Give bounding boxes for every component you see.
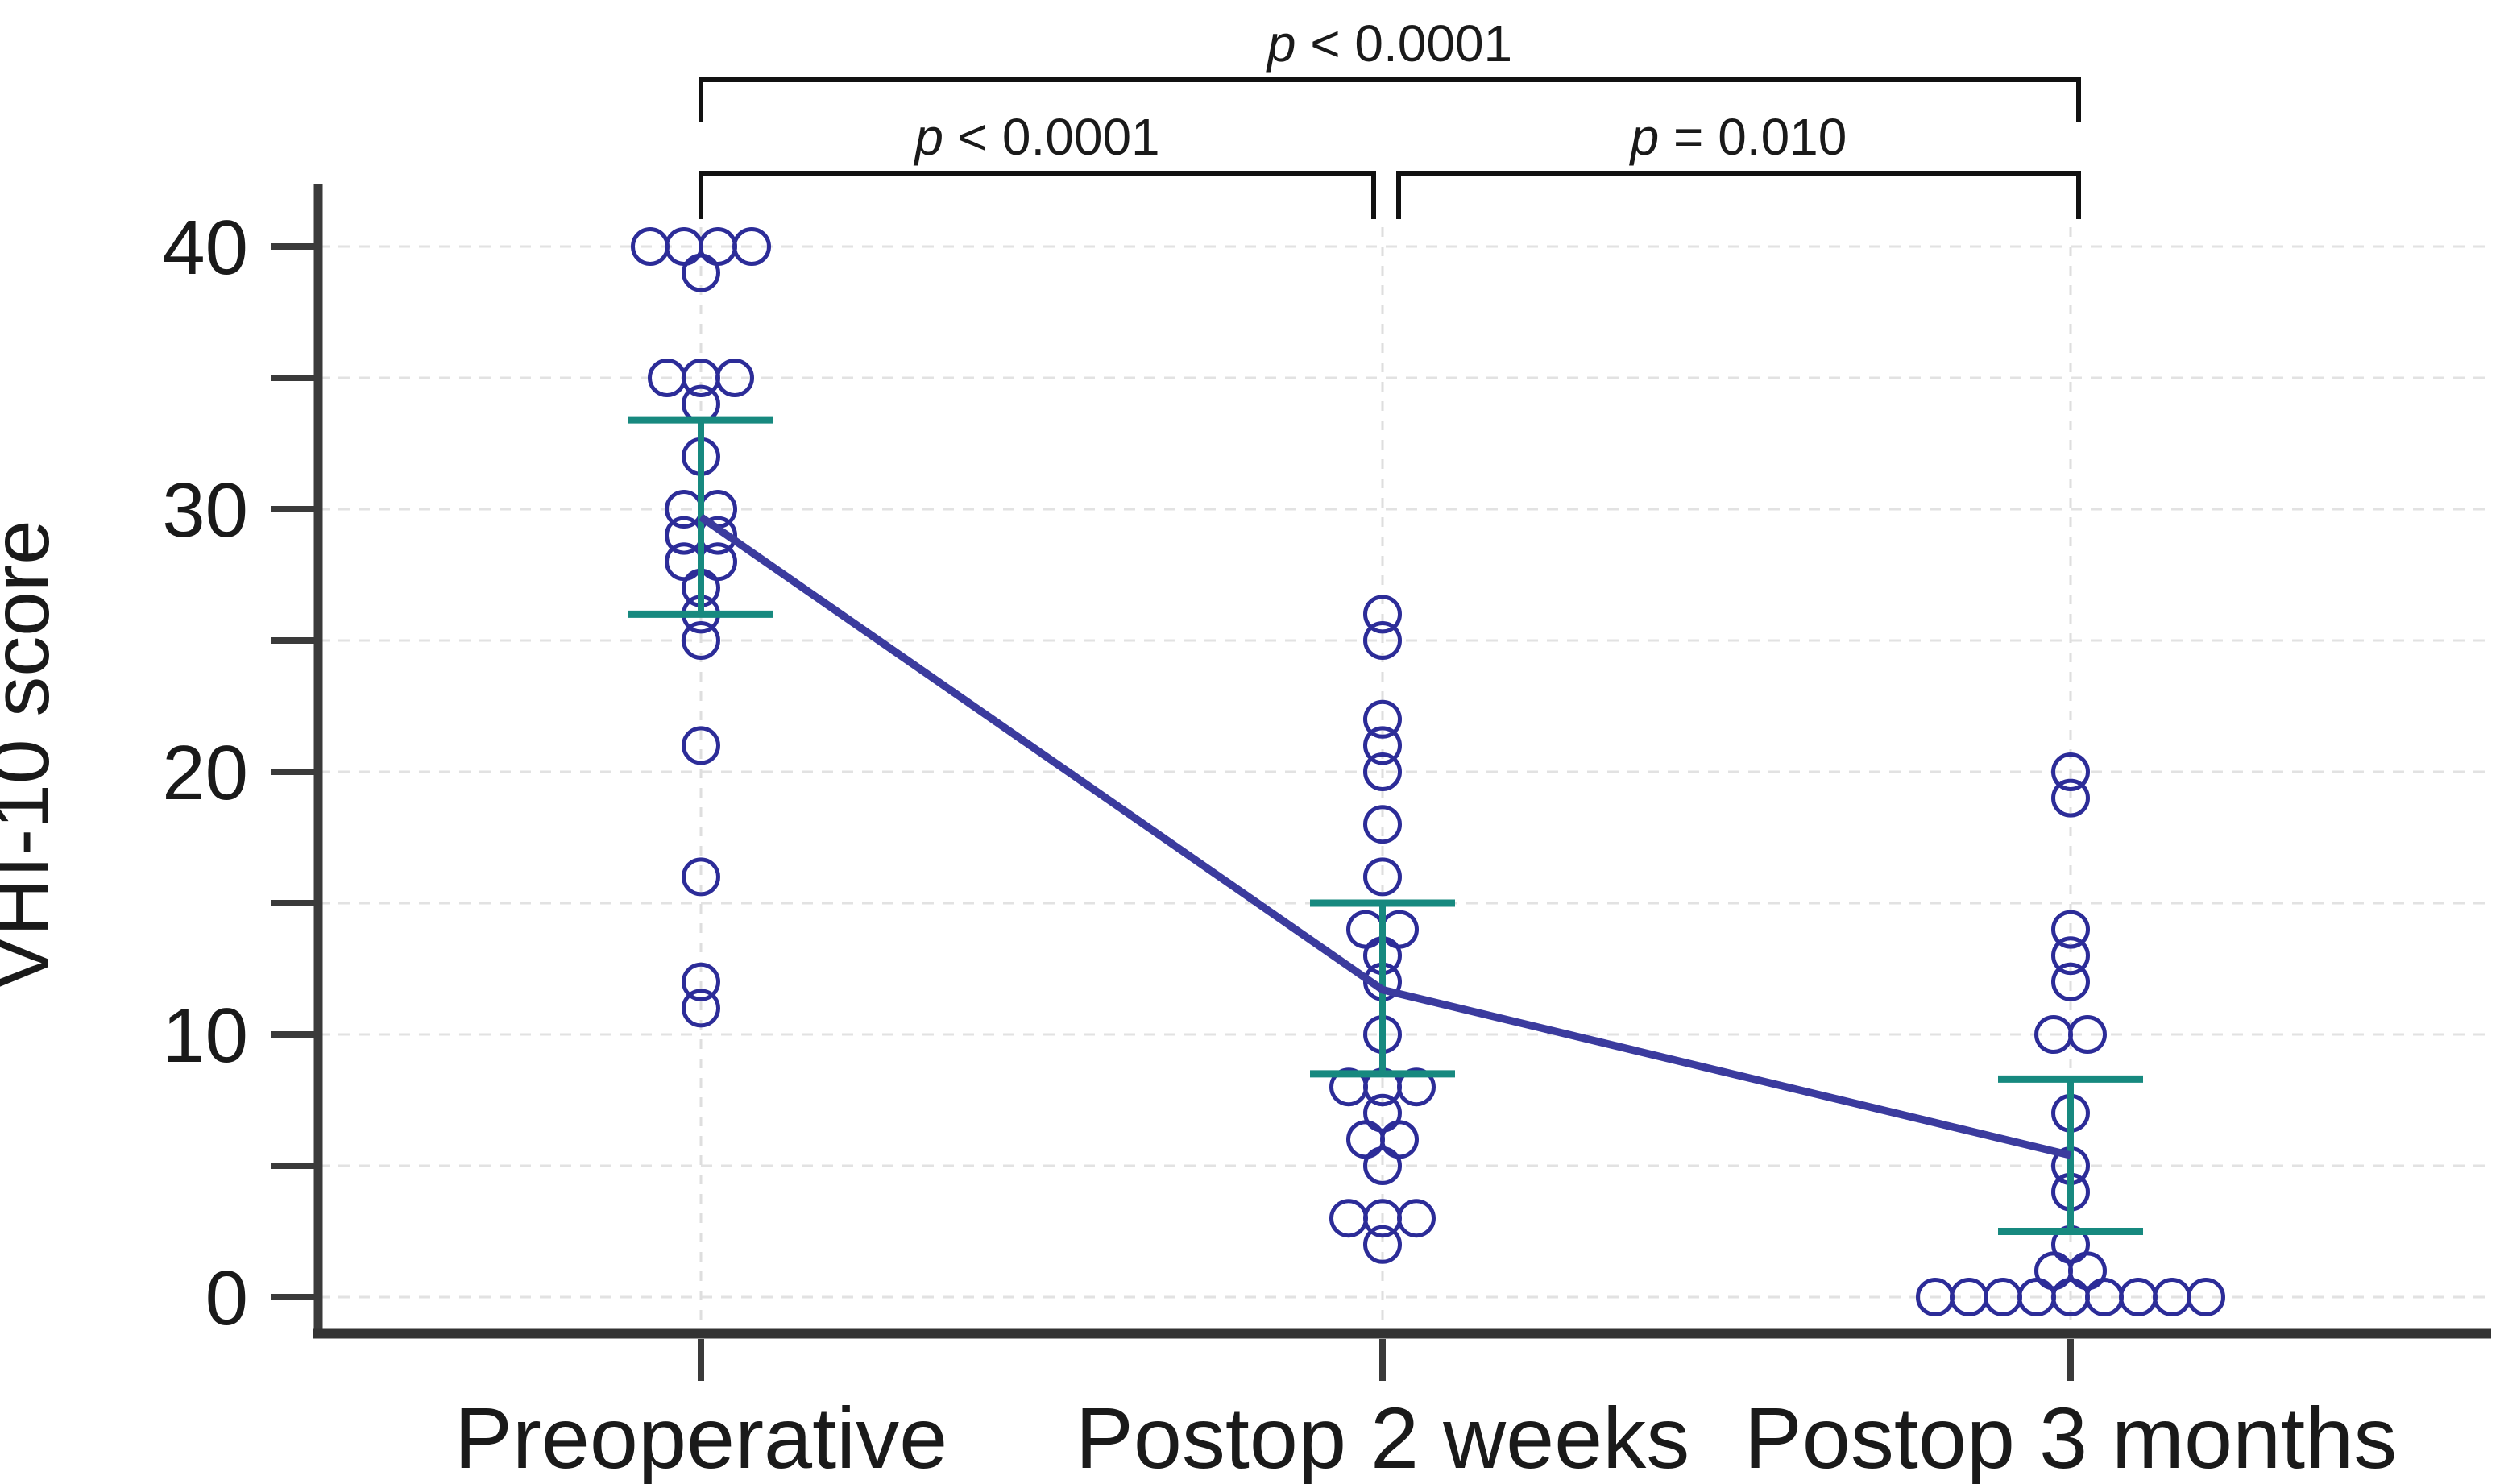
significance-bracket: [1396, 171, 2081, 219]
data-point: [1363, 1225, 1402, 1264]
mean-line: [699, 513, 2072, 1159]
data-point: [2051, 962, 2090, 1001]
data-point: [682, 621, 720, 660]
y-tick-label: 30: [162, 467, 248, 553]
data-point: [2051, 936, 2090, 976]
data-point: [2051, 910, 2090, 949]
p-value-label: p = 0.010: [1629, 108, 1847, 166]
significance-bracket: [699, 77, 2081, 122]
y-tick-label: 40: [162, 205, 248, 291]
y-axis-title: VHI-10 score: [0, 520, 66, 990]
data-point: [1363, 621, 1402, 660]
y-tick-label: 10: [162, 993, 248, 1079]
data-point: [715, 359, 754, 397]
category-label: Preoperative: [454, 1389, 947, 1484]
y-tick-label: 0: [205, 1255, 248, 1341]
data-point: [1363, 752, 1402, 791]
data-point: [1363, 805, 1402, 844]
data-point: [682, 989, 720, 1028]
data-point: [682, 253, 720, 292]
p-value-label: p < 0.0001: [1266, 15, 1512, 73]
data-point: [1363, 1146, 1402, 1185]
data-point: [2051, 752, 2090, 791]
data-point: [732, 227, 771, 266]
y-tick-label: 20: [162, 730, 248, 816]
data-point: [682, 857, 720, 897]
data-point: [2187, 1278, 2225, 1316]
p-value-label: p < 0.0001: [913, 108, 1159, 166]
data-point: [1363, 857, 1402, 897]
significance-bracket: [699, 171, 1376, 219]
data-point: [682, 726, 720, 765]
data-point: [2068, 1015, 2107, 1054]
data-point: [682, 962, 720, 1001]
data-point: [1363, 699, 1402, 739]
data-point: [1363, 595, 1402, 634]
data-point: [1397, 1199, 1436, 1238]
category-label: Postop 2 weeks: [1076, 1389, 1689, 1484]
category-label: Postop 3 months: [1744, 1389, 2397, 1484]
data-point: [1363, 726, 1402, 765]
data-point: [2051, 778, 2090, 818]
data-point: [1397, 1067, 1436, 1107]
